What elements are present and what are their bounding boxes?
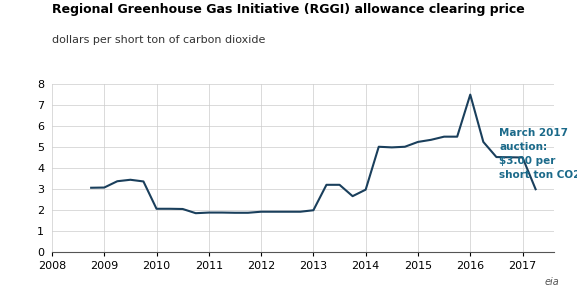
Text: dollars per short ton of carbon dioxide: dollars per short ton of carbon dioxide bbox=[52, 35, 265, 45]
Text: eia: eia bbox=[545, 277, 560, 287]
Text: March 2017
auction:
$3.00 per
short ton CO2: March 2017 auction: $3.00 per short ton … bbox=[499, 128, 577, 180]
Text: Regional Greenhouse Gas Initiative (RGGI) allowance clearing price: Regional Greenhouse Gas Initiative (RGGI… bbox=[52, 3, 524, 16]
